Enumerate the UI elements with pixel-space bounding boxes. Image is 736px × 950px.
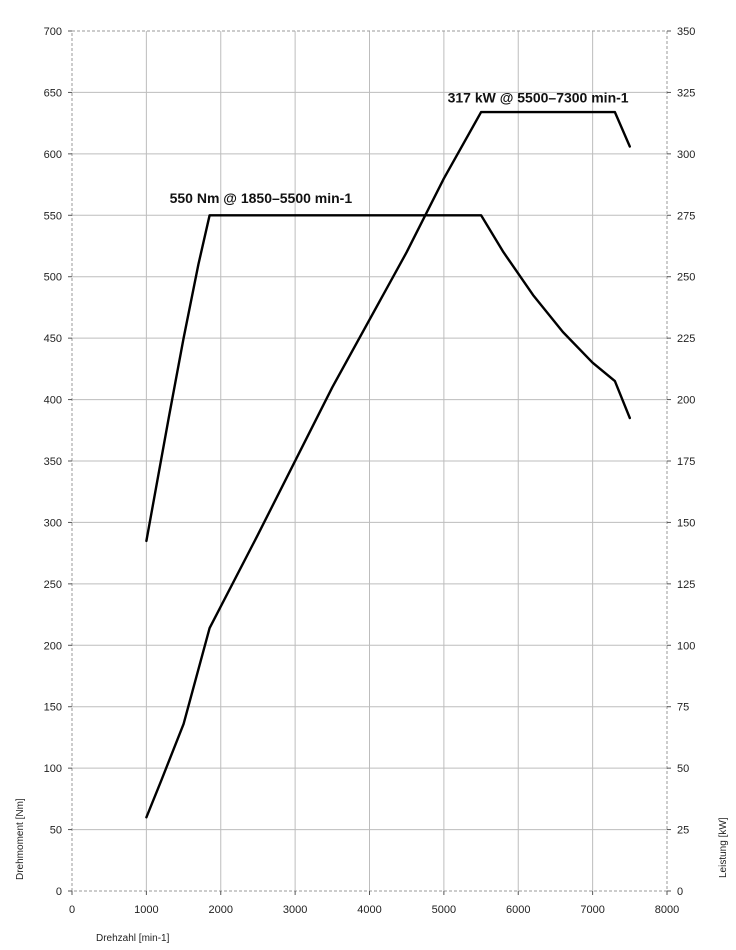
y-right-tick-label: 125 xyxy=(677,579,695,591)
y-left-tick-label: 150 xyxy=(44,702,62,714)
power-curve xyxy=(145,110,631,819)
y-left-tick-label: 650 xyxy=(44,87,62,99)
y-left-tick-label: 550 xyxy=(44,210,62,222)
y-left-tick-label: 350 xyxy=(44,456,62,468)
y-right-tick-label: 0 xyxy=(677,886,683,898)
x-tick-label: 3000 xyxy=(283,904,307,916)
y-right-tick-label: 350 xyxy=(677,26,695,38)
torque-annotation: 550 Nm @ 1850–5500 min-1 xyxy=(170,190,353,206)
y-left-tick-label: 250 xyxy=(44,579,62,591)
x-tick-label: 5000 xyxy=(432,904,456,916)
y-left-tick-label: 400 xyxy=(44,395,62,407)
x-tick-label: 7000 xyxy=(580,904,604,916)
y-left-tick-label: 450 xyxy=(44,333,62,345)
y-left-tick-label: 0 xyxy=(56,886,62,898)
y-right-tick-label: 75 xyxy=(677,702,689,714)
x-axis-ticks: 0 1000 2000 3000 4000 5000 6000 7000 8000 xyxy=(69,891,679,916)
x-tick-label: 2000 xyxy=(209,904,233,916)
x-tick-label: 1000 xyxy=(134,904,158,916)
torque-curve xyxy=(145,214,631,543)
y-left-tick-label: 300 xyxy=(44,517,62,529)
y-left-tick-label: 200 xyxy=(44,640,62,652)
y-right-tick-label: 300 xyxy=(677,149,695,161)
y-left-tick-label: 50 xyxy=(50,825,62,837)
power-annotation: 317 kW @ 5500–7300 min-1 xyxy=(448,89,629,105)
x-tick-label: 4000 xyxy=(357,904,381,916)
y-right-tick-label: 225 xyxy=(677,333,695,345)
y-right-axis-label: Leistung [kW] xyxy=(718,817,729,878)
x-tick-label: 8000 xyxy=(655,904,679,916)
y-right-tick-label: 50 xyxy=(677,763,689,775)
y-right-tick-label: 200 xyxy=(677,395,695,407)
x-tick-label: 0 xyxy=(69,904,75,916)
y-left-axis-label: Drehmoment [Nm] xyxy=(15,798,26,880)
y-right-tick-label: 25 xyxy=(677,825,689,837)
y-right-tick-label: 175 xyxy=(677,456,695,468)
y-left-tick-label: 100 xyxy=(44,763,62,775)
annotations: 550 Nm @ 1850–5500 min-1 317 kW @ 5500–73… xyxy=(170,89,629,206)
x-tick-label: 6000 xyxy=(506,904,530,916)
y-right-tick-label: 100 xyxy=(677,640,695,652)
series-group xyxy=(145,110,631,819)
y-right-tick-label: 150 xyxy=(677,517,695,529)
y-right-tick-label: 325 xyxy=(677,87,695,99)
y-right-tick-label: 250 xyxy=(677,272,695,284)
y-left-tick-label: 700 xyxy=(44,26,62,38)
y-left-tick-label: 600 xyxy=(44,149,62,161)
x-axis-label: Drehzahl [min-1] xyxy=(96,933,170,944)
y-right-axis-ticks: 0 25 50 75 100 125 150 175 200 225 250 275 300 325 350 xyxy=(667,26,695,898)
y-right-tick-label: 275 xyxy=(677,210,695,222)
y-left-tick-label: 500 xyxy=(44,272,62,284)
y-left-axis-ticks: 0 50 100 150 200 250 300 350 400 450 500 550 600 650 7… xyxy=(44,26,72,898)
